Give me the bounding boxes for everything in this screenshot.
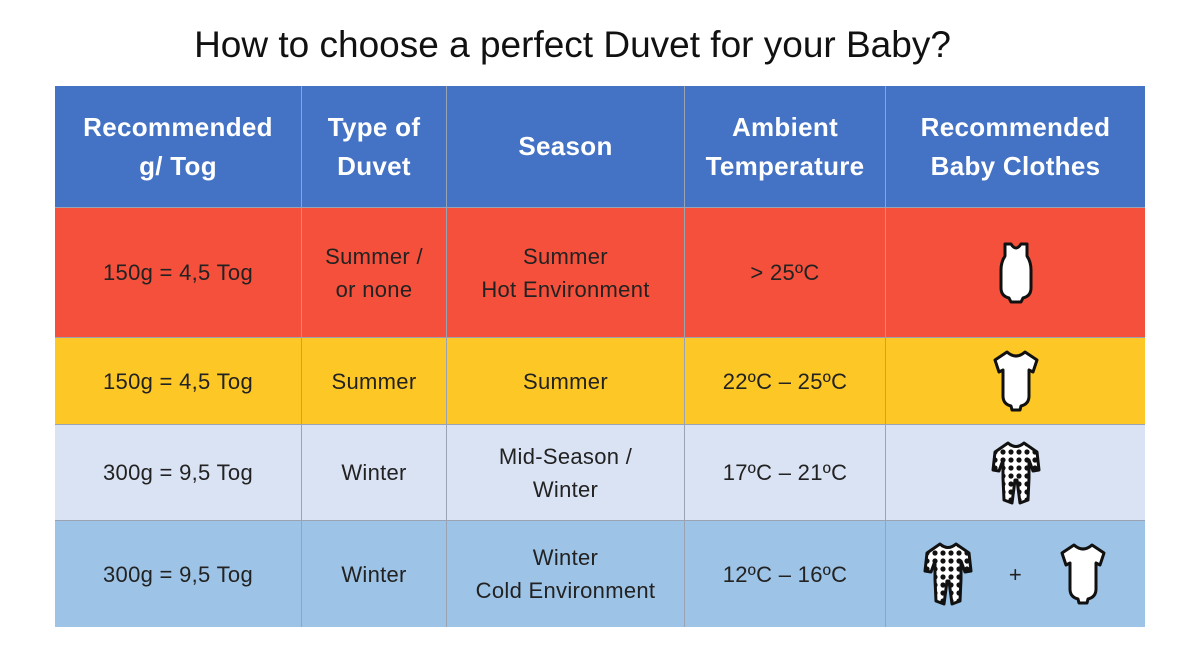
sleepsuit-icon — [991, 440, 1041, 506]
clothes-cell: + — [886, 521, 1145, 627]
cell: 300g = 9,5 Tog — [55, 521, 301, 627]
sleepsuit-icon — [923, 541, 973, 607]
clothes-cell — [886, 338, 1145, 424]
header-cell: Recommended g/ Tog — [55, 86, 301, 207]
cell: 17ºC – 21ºC — [685, 425, 885, 520]
cell: 150g = 4,5 Tog — [55, 338, 301, 424]
bodysuit-icon — [991, 348, 1041, 414]
header-cell: Type of Duvet — [302, 86, 446, 207]
header-cell: Season — [447, 86, 684, 207]
cell: 22ºC – 25ºC — [685, 338, 885, 424]
header-cell: Recommended Baby Clothes — [886, 86, 1145, 207]
title: How to choose a perfect Duvet for your B… — [194, 24, 951, 65]
clothes-cell — [886, 208, 1145, 337]
cell: Winter — [302, 425, 446, 520]
cell: > 25ºC — [685, 208, 885, 337]
cell: Summer Hot Environment — [447, 208, 684, 337]
table: Recommended g/ Tog Type of Duvet Season … — [55, 86, 1145, 627]
cell: 12ºC – 16ºC — [685, 521, 885, 627]
cell: Summer — [302, 338, 446, 424]
cell: Winter Cold Environment — [447, 521, 684, 627]
bodysuit-icon — [991, 240, 1041, 306]
clothes-cell — [886, 425, 1145, 520]
bodysuit-icon — [1058, 541, 1108, 607]
cell: 300g = 9,5 Tog — [55, 425, 301, 520]
plus-sign: + — [1008, 561, 1023, 587]
cell: 150g = 4,5 Tog — [55, 208, 301, 337]
header-cell: Ambient Temperature — [685, 86, 885, 207]
cell: Mid-Season / Winter — [447, 425, 684, 520]
cell: Summer — [447, 338, 684, 424]
cell: Summer / or none — [302, 208, 446, 337]
cell: Winter — [302, 521, 446, 627]
